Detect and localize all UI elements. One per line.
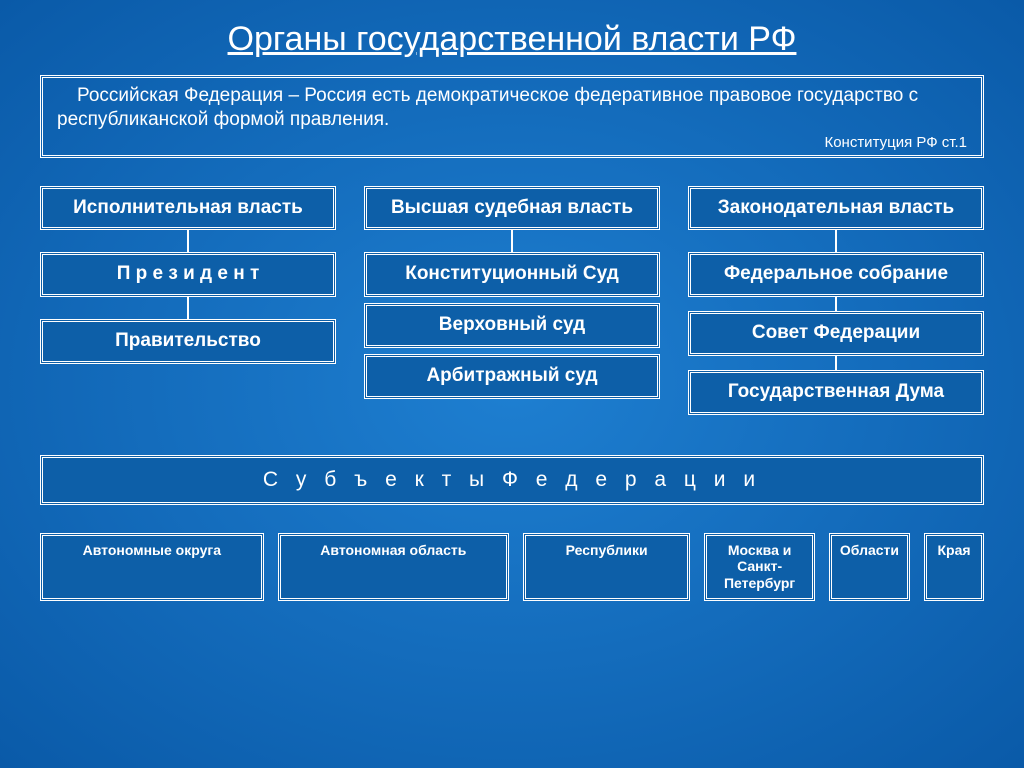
slide: Органы государственной власти РФ Российс… (0, 0, 1024, 768)
quote-cite: Конституция РФ ст.1 (57, 134, 967, 151)
judicial-stack: Конституционный Суд Верховный суд Арбитр… (364, 252, 660, 398)
col-legislative: Законодательная власть Федеральное собра… (688, 186, 984, 415)
node-president: П р е з и д е н т (40, 252, 336, 297)
subjects-row: Автономные округа Автономная область Рес… (40, 533, 984, 601)
connector (511, 230, 513, 252)
subject-autonomous-okrugs: Автономные округа (40, 533, 264, 601)
branches-row: Исполнительная власть П р е з и д е н т … (40, 186, 984, 415)
node-government: Правительство (40, 319, 336, 364)
branch-head-executive: Исполнительная власть (40, 186, 336, 231)
subject-autonomous-oblast: Автономная область (278, 533, 509, 601)
quote-box: Российская Федерация – Россия есть демок… (40, 75, 984, 158)
subjects-header: С у б ъ е к т ы Ф е д е р а ц и и (40, 455, 984, 505)
node-supreme-court: Верховный суд (364, 303, 660, 348)
col-executive: Исполнительная власть П р е з и д е н т … (40, 186, 336, 415)
subject-moscow-spb: Москва и Санкт-Петербург (704, 533, 815, 601)
connector (835, 297, 837, 311)
connector (835, 356, 837, 370)
branch-head-legislative: Законодательная власть (688, 186, 984, 231)
node-federation-council: Совет Федерации (688, 311, 984, 356)
node-constitutional-court: Конституционный Суд (364, 252, 660, 297)
quote-text: Российская Федерация – Россия есть демок… (57, 84, 967, 132)
node-arbitration-court: Арбитражный суд (364, 354, 660, 399)
node-state-duma: Государственная Дума (688, 370, 984, 415)
branch-head-judicial: Высшая судебная власть (364, 186, 660, 231)
subject-oblasts: Области (829, 533, 910, 601)
node-federal-assembly: Федеральное собрание (688, 252, 984, 297)
connector (835, 230, 837, 252)
connector (187, 297, 189, 319)
subject-krais: Края (924, 533, 984, 601)
page-title: Органы государственной власти РФ (40, 20, 984, 59)
subject-republics: Республики (523, 533, 690, 601)
subjects-section: С у б ъ е к т ы Ф е д е р а ц и и Автоно… (40, 455, 984, 601)
connector (187, 230, 189, 252)
col-judicial: Высшая судебная власть Конституционный С… (364, 186, 660, 415)
